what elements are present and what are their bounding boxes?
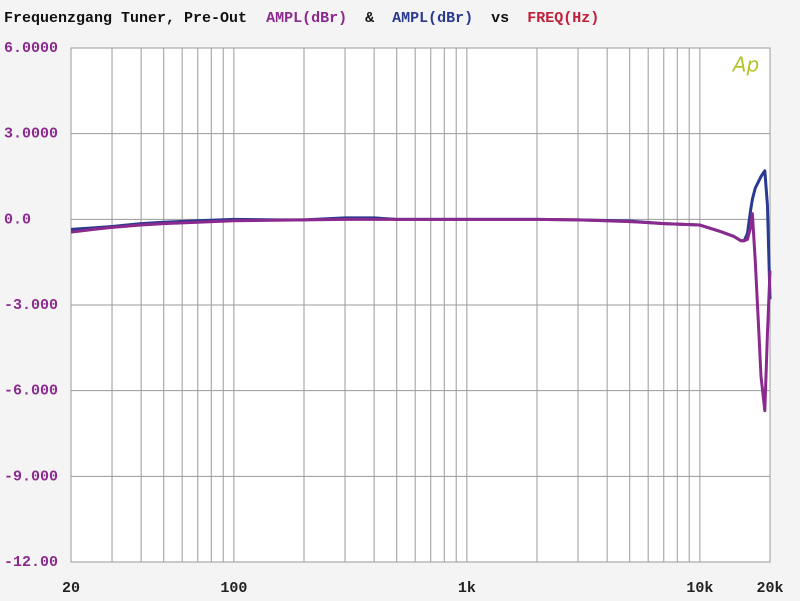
y-tick-label: 3.0000: [4, 126, 58, 143]
x-tick-label: 20k: [756, 580, 783, 597]
y-tick-label: 0.0: [4, 211, 31, 228]
x-tick-label: 20: [62, 580, 80, 597]
x-tick-label: 1k: [458, 580, 476, 597]
y-tick-label: -6.000: [4, 383, 58, 400]
y-tick-label: -12.00: [4, 554, 58, 571]
x-axis-label: FREQ(Hz): [527, 10, 599, 27]
legend-entry: AMPL(dBr): [266, 10, 347, 27]
joiner: &: [365, 10, 374, 27]
chart-title: Frequenzgang Tuner, Pre-Out AMPL(dBr) & …: [4, 10, 599, 27]
x-tick-label: 10k: [686, 580, 713, 597]
legend-entry: AMPL(dBr): [392, 10, 473, 27]
y-tick-label: -9.000: [4, 468, 58, 485]
joiner: vs: [491, 10, 509, 27]
title-text: Frequenzgang Tuner, Pre-Out: [4, 10, 247, 27]
y-tick-label: -3.000: [4, 297, 58, 314]
data-line: [70, 212, 772, 413]
y-tick-label: 6.0000: [4, 40, 58, 57]
x-tick-label: 100: [220, 580, 247, 597]
logo: Ap: [731, 53, 759, 77]
